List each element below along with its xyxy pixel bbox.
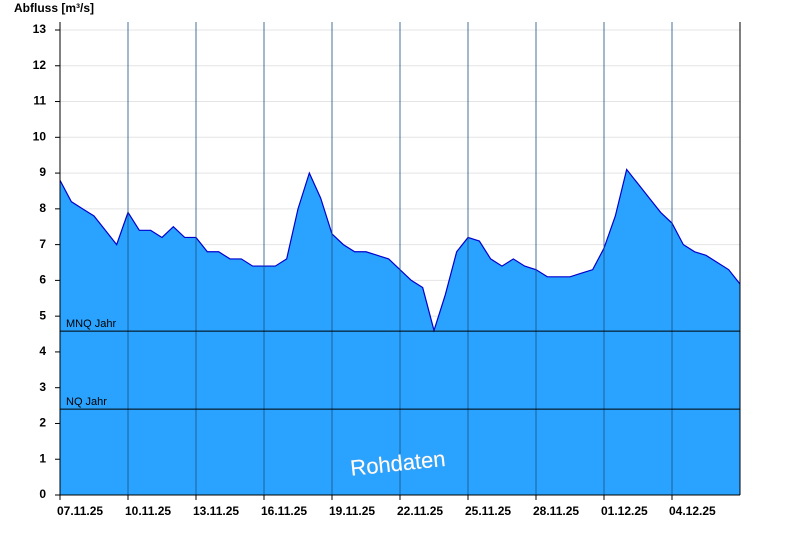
y-tick-label: 1: [39, 451, 46, 465]
y-tick-label: 9: [39, 165, 46, 179]
x-tick-label: 10.11.25: [125, 504, 171, 518]
y-tick-label: 8: [39, 201, 46, 215]
y-tick-label: 10: [33, 129, 47, 143]
y-tick-label: 6: [39, 273, 46, 287]
x-tick-label: 28.11.25: [533, 504, 579, 518]
x-tick-label: 07.11.25: [57, 504, 103, 518]
x-tick-label: 25.11.25: [465, 504, 511, 518]
x-tick-label: 19.11.25: [329, 504, 375, 518]
y-tick-label: 0: [39, 487, 46, 501]
x-tick-label: 01.12.25: [601, 504, 648, 518]
y-axis-label: Abfluss [m³/s]: [14, 1, 94, 15]
y-tick-label: 4: [39, 344, 46, 358]
y-tick-label: 2: [39, 416, 46, 430]
x-tick-label: 22.11.25: [397, 504, 443, 518]
y-tick-label: 13: [33, 22, 47, 36]
reference-label: NQ Jahr: [66, 396, 107, 408]
reference-label: MNQ Jahr: [66, 318, 116, 330]
x-tick-label: 04.12.25: [669, 504, 716, 518]
x-tick-label: 16.11.25: [261, 504, 307, 518]
y-tick-label: 5: [39, 308, 46, 322]
y-tick-label: 11: [33, 94, 46, 108]
y-tick-label: 3: [39, 380, 46, 394]
y-tick-label: 7: [39, 237, 46, 251]
y-tick-label: 12: [33, 58, 47, 72]
x-tick-label: 13.11.25: [193, 504, 239, 518]
